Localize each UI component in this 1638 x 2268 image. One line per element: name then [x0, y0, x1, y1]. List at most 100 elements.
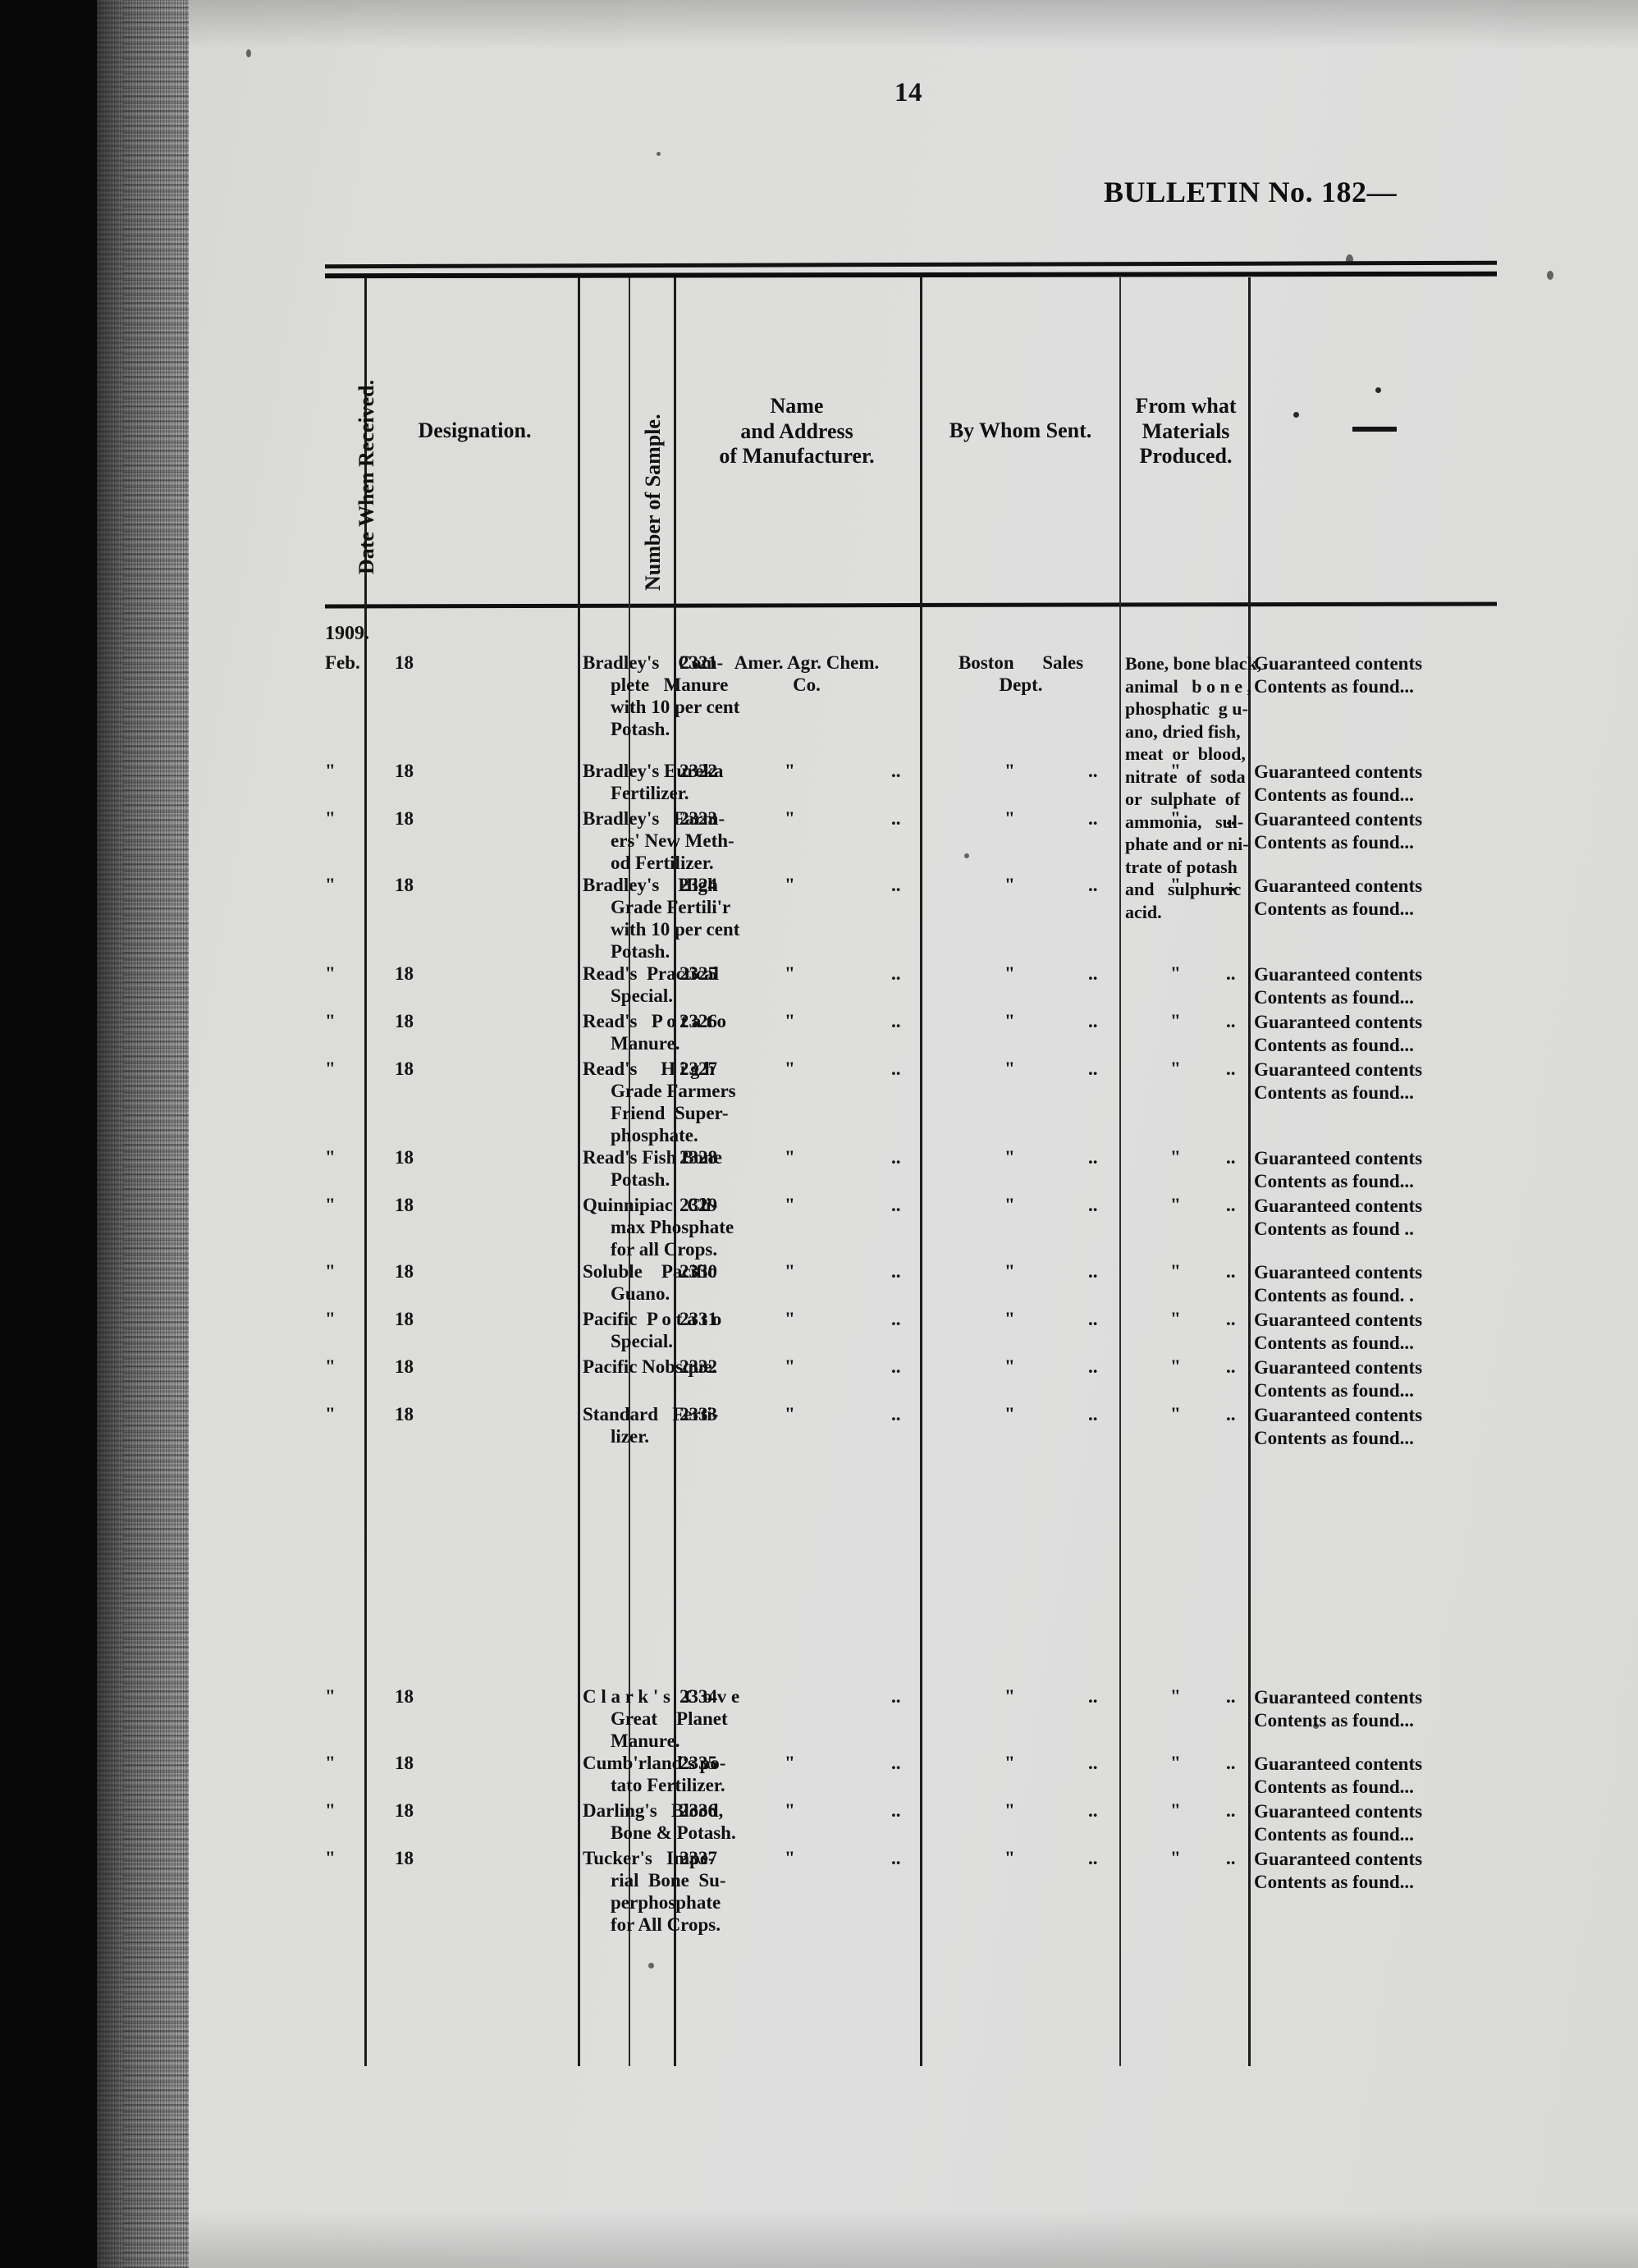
cell-by-whom-sent-dots: ..: [1088, 1753, 1098, 1773]
scan-gutter-shadow: [0, 0, 100, 2268]
cell-manufacturer-ditto: ": [785, 1848, 795, 1868]
designation-line: for All Crops.: [611, 1914, 721, 1935]
cell-manufacturer-ditto: ": [785, 963, 795, 984]
cell-materials-dots: ..: [1226, 1800, 1236, 1821]
header-last-column-dash: [1352, 427, 1397, 432]
designation-line: Grade Fertili'r: [611, 896, 731, 917]
cell-by-whom-sent: Boston Sales Dept.: [958, 652, 1084, 695]
designation-line: Standard Ferti-: [583, 1404, 719, 1424]
cell-day: 18: [395, 1261, 414, 1282]
cell-materials-ditto: ": [1170, 1059, 1181, 1079]
cell-month: ": [325, 808, 336, 829]
cell-month: ": [325, 1753, 336, 1773]
header-dot-artifact: [1293, 412, 1299, 418]
cell-by-whom-sent-dots: ..: [1088, 761, 1098, 781]
cell-materials-dots: ..: [1226, 1147, 1236, 1168]
cell-materials-ditto: ": [1170, 1404, 1181, 1424]
fertilizer-sample-table: Date When Received. Designation. Number …: [324, 260, 1498, 2068]
cell-manufacturer-ditto: ": [785, 1753, 795, 1773]
cell-by-whom-sent-ditto: ": [1004, 1195, 1015, 1215]
designation-line: od Fertilizer.: [611, 852, 714, 873]
scan-speck: [648, 1963, 654, 1968]
cell-result: Guaranteed contents Contents as found...: [1254, 1754, 1423, 1798]
cell-manufacturer-ditto: ": [785, 875, 795, 895]
cell-day: 18: [395, 1011, 414, 1031]
page-bottom-shadow: [189, 2211, 1638, 2268]
cell-manufacturer-dots: ..: [891, 1147, 901, 1168]
cell-manufacturer-ditto: ": [785, 1356, 795, 1377]
cell-manufacturer-dots: ..: [891, 1753, 901, 1773]
scan-speck: [1547, 271, 1553, 280]
cell-manufacturer-dots: ..: [891, 1686, 901, 1707]
cell-materials-ditto: ": [1170, 1195, 1181, 1215]
cell-manufacturer-ditto: ": [785, 1800, 795, 1821]
cell-result: Guaranteed contents Contents as found...: [1254, 809, 1423, 853]
header-by-whom-sent: By Whom Sent.: [949, 418, 1092, 442]
cell-sample-number: 2333: [679, 1404, 717, 1424]
cell-manufacturer-dots: ..: [891, 1356, 901, 1377]
header-designation: Designation.: [418, 418, 532, 442]
header-materials-line2: Materials: [1142, 418, 1230, 443]
scan-speck: [1346, 254, 1353, 265]
designation-line: with 10 per cent: [611, 918, 740, 940]
scan-speck: [1313, 1723, 1319, 1729]
designation-line: Special.: [611, 1330, 674, 1351]
designation-line: Grade Farmers: [611, 1080, 736, 1101]
cell-manufacturer-ditto: ": [785, 808, 795, 829]
cell-by-whom-sent-dots: ..: [1088, 1261, 1098, 1282]
cell-sample-number: 2335: [679, 1753, 717, 1773]
cell-by-whom-sent-dots: ..: [1088, 1309, 1098, 1329]
cell-by-whom-sent-ditto: ": [1004, 808, 1015, 829]
cell-sample-number: 2332: [679, 1356, 717, 1377]
cell-month: ": [325, 1011, 336, 1031]
designation-line: Darling's Blood,: [583, 1800, 724, 1821]
cell-by-whom-sent-dots: ..: [1088, 1147, 1098, 1168]
cell-materials-dots: ..: [1226, 1309, 1236, 1329]
cell-month: ": [325, 1195, 336, 1215]
cell-designation: C l a r k ' s C o v e Great Planet Manure.: [583, 1686, 739, 1753]
cell-sample-number: 2336: [679, 1800, 717, 1821]
cell-day: 18: [395, 1848, 414, 1868]
cell-month: ": [325, 761, 336, 781]
cell-materials-dots: ..: [1226, 1195, 1236, 1215]
designation-line: rial Bone Su-: [611, 1869, 726, 1891]
cell-by-whom-sent-dots: ..: [1088, 875, 1098, 895]
cell-by-whom-sent-ditto: ": [1004, 875, 1015, 895]
header-materials-line3: Produced.: [1139, 444, 1233, 469]
cell-by-whom-sent-dots: ..: [1088, 1686, 1098, 1707]
table-top-rule: [324, 260, 1498, 269]
cell-result: Guaranteed contents Contents as found...: [1254, 1849, 1423, 1893]
header-date-received: Date When Received.: [355, 379, 378, 574]
cell-designation: Cumb'rland's po-tato Fertilizer.: [583, 1753, 725, 1797]
cell-designation: Quinnipiac Cli-max Phosphate for all Crop…: [583, 1195, 734, 1261]
header-manufacturer-line3: of Manufacturer.: [719, 444, 875, 469]
designation-line: Bradley's Eureka: [583, 761, 724, 781]
page-sheet: [189, 0, 1638, 2268]
cell-manufacturer-dots: ..: [891, 1848, 901, 1868]
designation-line: Manure.: [611, 1032, 680, 1054]
cell-by-whom-sent-ditto: ": [1004, 1261, 1015, 1282]
cell-day: 18: [395, 1404, 414, 1424]
column-rule-2: [578, 277, 580, 2066]
cell-by-whom-sent-ditto: ": [1004, 963, 1015, 984]
cell-by-whom-sent-ditto: ": [1004, 1404, 1015, 1424]
cell-materials-ditto: ": [1170, 1800, 1181, 1821]
cell-by-whom-sent-dots: ..: [1088, 1356, 1098, 1377]
cell-manufacturer-ditto: ": [785, 1147, 795, 1168]
cell-designation: Read's Fish Bone Potash.: [583, 1147, 722, 1191]
cell-sample-number: 2329: [679, 1195, 717, 1215]
cell-materials-ditto: ": [1170, 1686, 1181, 1707]
designation-line: for all Crops.: [611, 1238, 718, 1260]
cell-materials-ditto: ": [1170, 875, 1181, 895]
cell-result: Guaranteed contents Contents as found...: [1254, 1357, 1423, 1401]
cell-day: 18: [395, 1309, 414, 1329]
header-manufacturer-line2: and Address: [740, 418, 853, 443]
cell-day: 18: [395, 1753, 414, 1773]
designation-line: Bradley's High: [583, 875, 718, 895]
cell-by-whom-sent-ditto: ": [1004, 1686, 1015, 1707]
cell-day: 18: [395, 1800, 414, 1821]
header-number-of-sample: Number of Sample.: [641, 414, 665, 591]
cell-materials: Bone, bone black, animal b o n e , phosp…: [1125, 653, 1262, 922]
cell-by-whom-sent-dots: ..: [1088, 808, 1098, 829]
cell-result: Guaranteed contents Contents as found...: [1254, 1687, 1423, 1731]
